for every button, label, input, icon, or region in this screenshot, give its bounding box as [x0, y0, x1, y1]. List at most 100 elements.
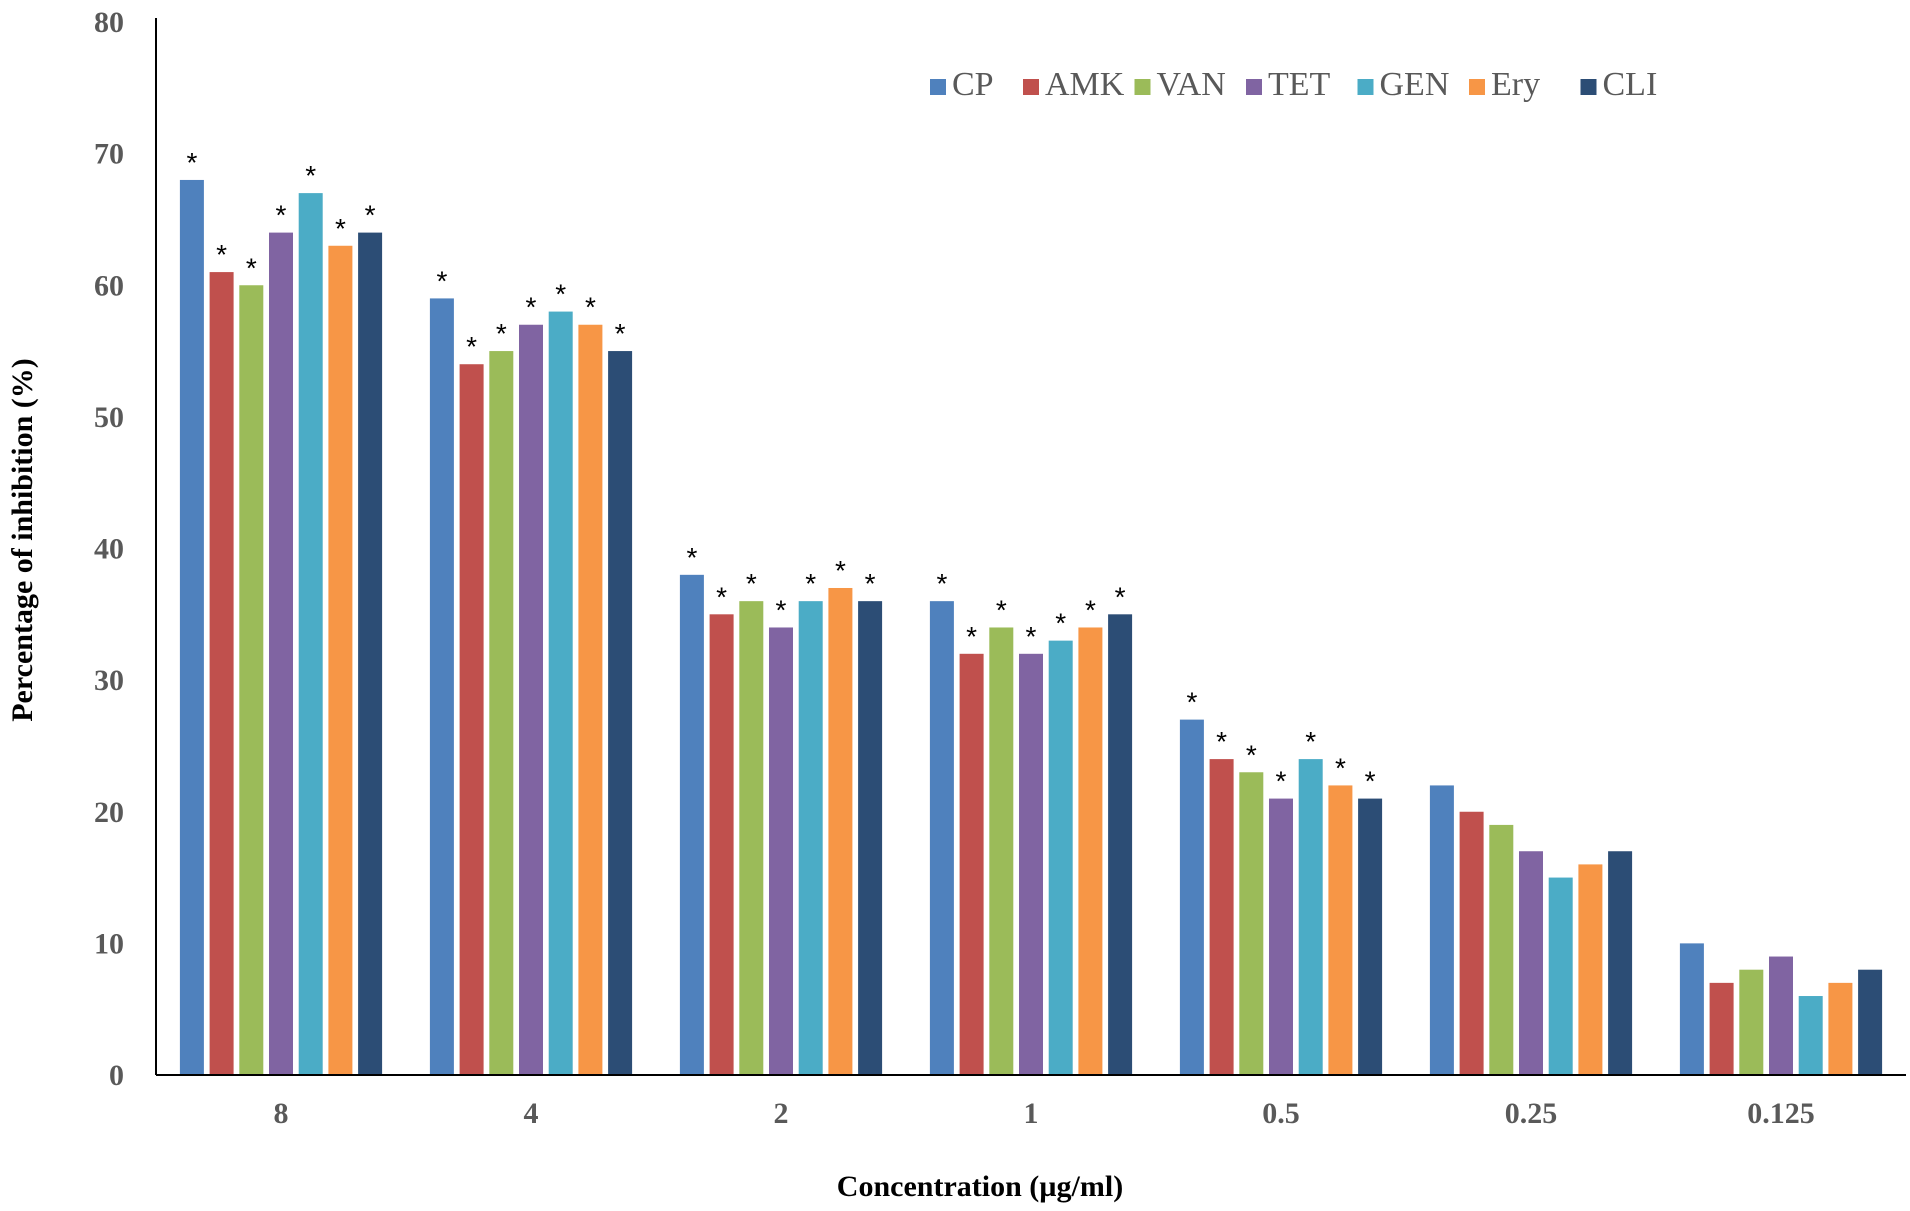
legend-label: CLI: [1603, 66, 1658, 103]
legend-item-amk: AMK: [1023, 66, 1125, 103]
legend-swatch: [1469, 79, 1485, 95]
legend-swatch: [1134, 79, 1151, 95]
x-axis-ticks: 8 4 2 1 0.5 0.25 0.125: [274, 1097, 1815, 1130]
bar-ery-0.25: [1578, 864, 1603, 1075]
bar-tet-0.5: [1269, 798, 1293, 1075]
legend-label: TET: [1268, 66, 1331, 103]
significance-star: *: [805, 568, 816, 599]
bar-cli-0.125: [1858, 969, 1883, 1075]
y-tick-label: 30: [94, 664, 124, 697]
legend-swatch: [1580, 79, 1597, 95]
bar-cli-0.25: [1608, 851, 1633, 1075]
significance-star: *: [496, 318, 507, 349]
significance-star: *: [1186, 687, 1197, 718]
bar-van-8: [239, 285, 264, 1075]
significance-star: *: [365, 200, 376, 231]
significance-star: *: [615, 318, 626, 349]
legend: CP AMK VAN TET GEN Ery CLI: [930, 66, 1657, 103]
y-axis-title: Percentage of inhibition (%): [6, 358, 39, 722]
y-tick-label: 50: [94, 401, 124, 434]
significance-star: *: [1246, 739, 1257, 770]
significance-star: *: [835, 555, 846, 586]
significance-star: *: [716, 581, 727, 612]
bar-amk-0.25: [1459, 811, 1484, 1075]
bar-van-0.25: [1489, 824, 1514, 1075]
legend-label: Ery: [1491, 66, 1540, 103]
bar-ery-2: [828, 587, 853, 1075]
significance-star: *: [1335, 752, 1346, 783]
bar-tet-2: [769, 627, 793, 1075]
bar-tet-8: [269, 232, 293, 1076]
significance-star: *: [305, 160, 316, 191]
bar-van-4: [489, 351, 514, 1075]
x-tick-label: 4: [524, 1097, 539, 1130]
significance-star: *: [555, 279, 566, 310]
x-axis-title: Concentration (µg/ml): [837, 1170, 1123, 1203]
significance-star: *: [526, 292, 537, 323]
significance-star: *: [186, 147, 197, 178]
legend-label: VAN: [1157, 66, 1226, 103]
bar-gen-4: [548, 311, 573, 1075]
significance-star: *: [585, 292, 596, 323]
y-tick-label: 10: [94, 927, 124, 960]
y-tick-label: 20: [94, 796, 124, 829]
significance-star: *: [996, 594, 1007, 625]
legend-item-tet: TET: [1246, 66, 1331, 103]
bar-cp-0.5: [1179, 719, 1204, 1075]
bars: [179, 179, 1883, 1076]
legend-item-ery: Ery: [1469, 66, 1540, 103]
legend-swatch: [930, 79, 946, 95]
significance-star: *: [216, 239, 227, 270]
bar-gen-0.5: [1298, 759, 1323, 1075]
legend-label: CP: [952, 66, 994, 103]
bar-ery-4: [578, 324, 603, 1075]
significance-star: *: [966, 621, 977, 652]
bar-amk-8: [209, 272, 234, 1075]
x-tick-label: 0.25: [1505, 1097, 1558, 1130]
bar-van-1: [989, 627, 1014, 1075]
significance-star: *: [1216, 726, 1227, 757]
significance-star: *: [1305, 726, 1316, 757]
legend-swatch: [1246, 79, 1262, 95]
bar-tet-1: [1019, 653, 1043, 1075]
legend-label: GEN: [1380, 66, 1450, 103]
bar-cp-0.125: [1679, 943, 1704, 1075]
bar-van-0.5: [1239, 772, 1264, 1075]
significance-star: *: [1365, 766, 1376, 797]
bar-tet-0.25: [1519, 851, 1543, 1075]
y-tick-label: 0: [109, 1059, 124, 1092]
legend-item-cp: CP: [930, 66, 994, 103]
y-tick-label: 60: [94, 269, 124, 302]
y-tick-label: 80: [94, 6, 124, 39]
legend-label: AMK: [1045, 66, 1125, 103]
significance-star: *: [335, 213, 346, 244]
bar-ery-0.125: [1828, 982, 1853, 1075]
bar-cli-8: [358, 232, 383, 1076]
bar-tet-4: [519, 324, 543, 1075]
significance-star: *: [936, 568, 947, 599]
y-tick-label: 40: [94, 533, 124, 566]
y-tick-label: 70: [94, 138, 124, 171]
significance-star: *: [1026, 621, 1037, 652]
significance-star: *: [466, 331, 477, 362]
significance-star: *: [865, 568, 876, 599]
significance-markers: * * * * * * * * * * * * * * * * * * * * * * * * * * * * * * * * * * *: [186, 147, 1375, 797]
legend-swatch: [1357, 79, 1374, 95]
bar-van-2: [739, 601, 764, 1075]
bar-gen-1: [1048, 640, 1073, 1075]
bar-cli-0.5: [1358, 798, 1383, 1075]
bar-cli-4: [608, 351, 633, 1075]
bar-cli-2: [858, 601, 883, 1075]
bar-cli-1: [1108, 614, 1133, 1075]
legend-item-cli: CLI: [1580, 66, 1658, 103]
significance-star: *: [276, 200, 287, 231]
bar-cp-0.25: [1429, 785, 1454, 1075]
bar-amk-2: [709, 614, 734, 1075]
bar-amk-0.125: [1709, 982, 1734, 1075]
significance-star: *: [436, 265, 447, 296]
bar-ery-8: [328, 245, 353, 1075]
significance-star: *: [1055, 608, 1066, 639]
x-tick-label: 2: [774, 1097, 789, 1130]
bar-tet-0.125: [1769, 956, 1793, 1075]
